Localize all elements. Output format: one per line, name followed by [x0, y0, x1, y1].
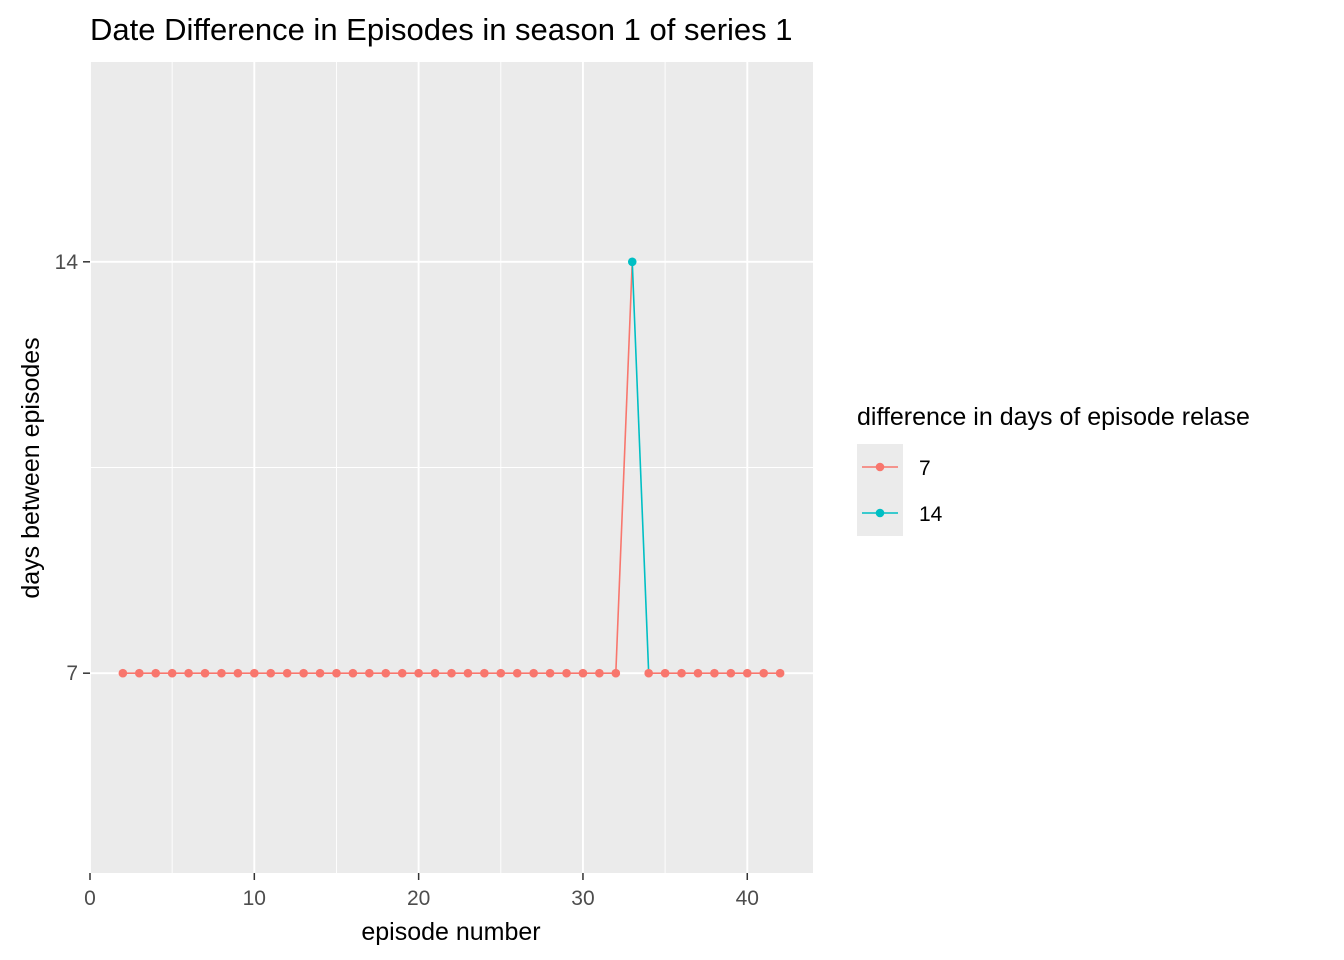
x-tick-label: 40 — [736, 887, 759, 910]
data-point — [660, 668, 670, 678]
data-point — [348, 668, 358, 678]
legend-label: 14 — [919, 503, 943, 526]
data-point — [365, 668, 374, 678]
data-point — [217, 668, 226, 678]
data-point — [644, 668, 653, 678]
data-point — [332, 668, 341, 678]
data-point — [611, 668, 621, 678]
legend-key-point — [875, 508, 885, 518]
data-point — [562, 668, 571, 678]
data-point — [414, 668, 423, 678]
data-point — [299, 668, 308, 678]
data-point — [250, 668, 259, 678]
x-tick-label: 30 — [571, 887, 594, 910]
data-point — [200, 668, 210, 678]
y-tick-label: 14 — [55, 251, 79, 274]
minor-gridlines — [90, 62, 813, 873]
data-point — [742, 668, 752, 678]
data-point — [480, 668, 489, 678]
legend-key-point — [875, 462, 885, 472]
data-point — [627, 257, 637, 267]
data-point — [529, 668, 538, 678]
data-point — [496, 668, 506, 678]
series-segment — [631, 261, 650, 674]
data-point — [167, 668, 177, 678]
data-point — [118, 668, 128, 678]
data-point — [512, 668, 522, 678]
data-point — [578, 668, 588, 678]
y-tick-labels: 7 14 — [55, 251, 79, 685]
y-tick-label: 7 — [66, 662, 78, 685]
data-point — [134, 668, 144, 678]
data-point — [430, 668, 440, 678]
data-point — [710, 668, 719, 678]
data-point — [545, 668, 555, 678]
data-point — [447, 668, 456, 678]
x-tick-labels: 0 10 20 30 40 — [84, 887, 759, 910]
data-point — [381, 668, 391, 678]
data-point — [726, 668, 736, 678]
data-point — [677, 668, 686, 678]
x-axis-title: episode number — [361, 918, 540, 946]
data-point — [595, 668, 604, 678]
data-point — [759, 668, 769, 678]
x-tick-label: 10 — [243, 887, 266, 910]
y-axis-title: days between episodes — [17, 337, 45, 598]
data-point — [693, 668, 703, 678]
data-point — [463, 668, 473, 678]
series-points — [118, 257, 785, 678]
legend-title: difference in days of episode relase — [857, 403, 1250, 431]
x-tick-label: 20 — [407, 887, 430, 910]
data-point — [775, 668, 785, 678]
data-point — [151, 668, 161, 678]
axis-ticks — [83, 261, 749, 880]
legend-label: 7 — [919, 457, 931, 480]
legend: difference in days of episode relase 7 14 — [857, 403, 1250, 536]
x-tick-label: 0 — [84, 887, 96, 910]
data-point — [266, 668, 276, 678]
series-segment — [615, 261, 634, 674]
data-point — [315, 668, 325, 678]
data-point — [397, 668, 407, 678]
chart-title: Date Difference in Episodes in season 1 … — [90, 12, 793, 47]
data-point — [282, 668, 292, 678]
data-point — [184, 668, 193, 678]
data-point — [233, 668, 243, 678]
